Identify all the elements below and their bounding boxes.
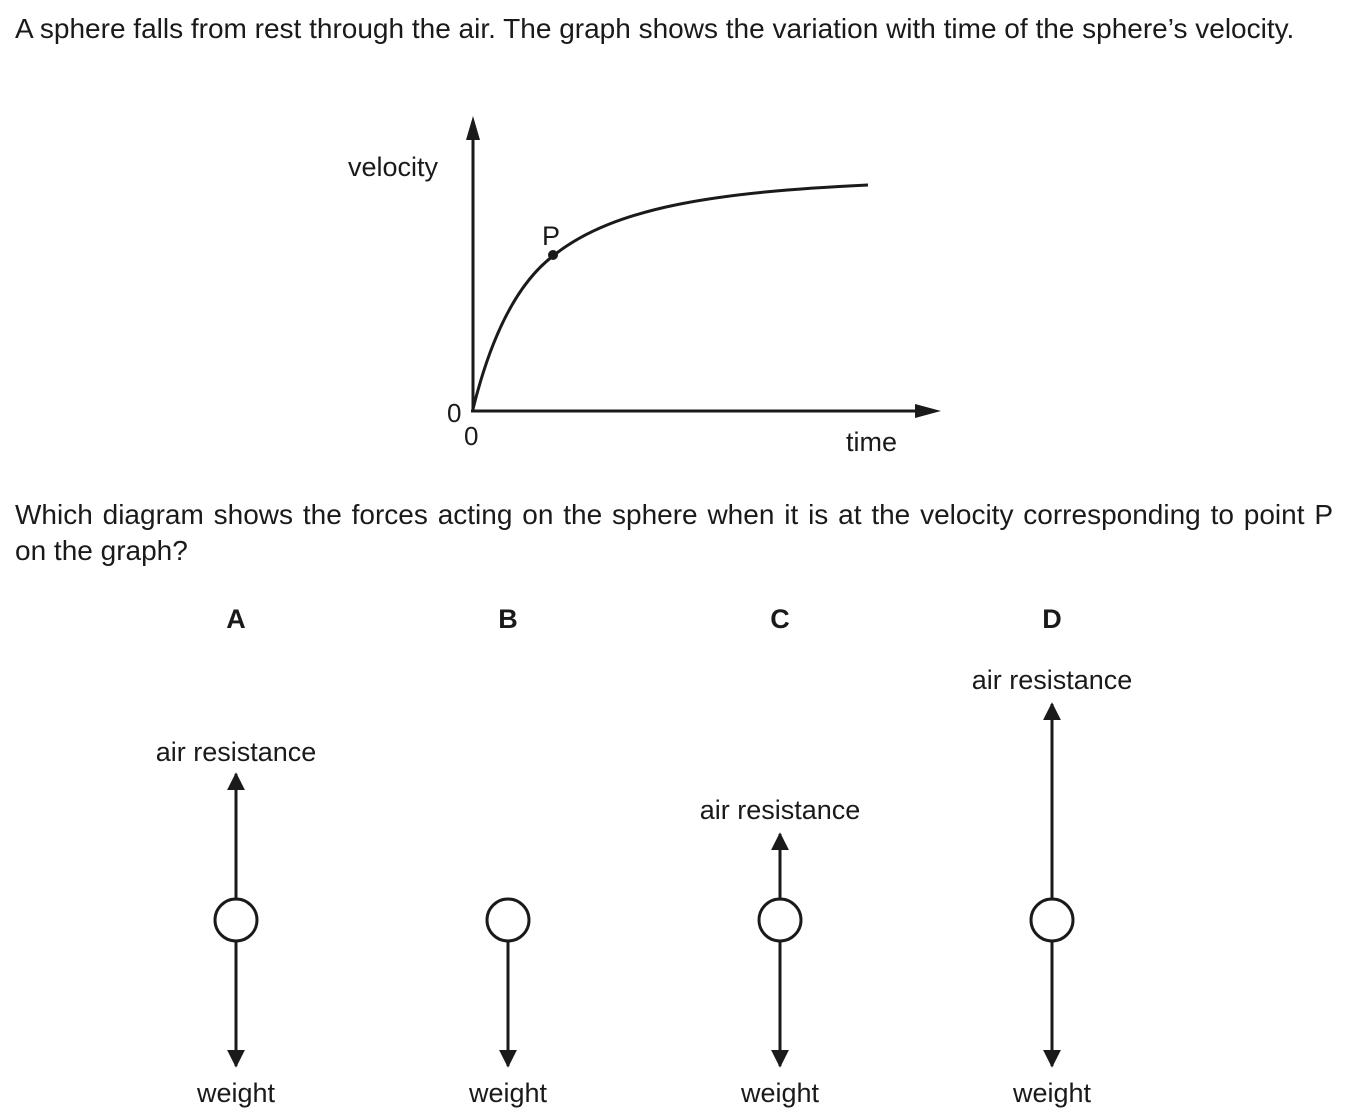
option-b[interactable]: B weight [468, 604, 548, 1108]
option-a[interactable]: A air resistance weight [156, 604, 317, 1108]
option-d-sphere [1029, 897, 1075, 943]
option-c-weight-label: weight [740, 1078, 820, 1108]
option-c-letter: C [770, 604, 790, 634]
option-b-sphere [485, 897, 531, 943]
question-text: Which diagram shows the forces acting on… [15, 499, 1333, 566]
origin-x-label: 0 [464, 421, 478, 451]
option-c-air-resistance-label: air resistance [700, 795, 861, 825]
point-p-dot [548, 250, 558, 260]
option-a-sphere [213, 897, 259, 943]
option-d-air-resistance-label: air resistance [972, 665, 1133, 695]
x-axis-label: time [846, 427, 897, 457]
y-axis-label: velocity [348, 152, 439, 182]
option-d-letter: D [1042, 604, 1062, 634]
x-axis-arrowhead [915, 404, 941, 418]
option-a-air-resistance-label: air resistance [156, 737, 317, 767]
origin-y-label: 0 [447, 398, 461, 428]
option-b-weight-label: weight [468, 1078, 548, 1108]
option-b-letter: B [498, 604, 518, 634]
option-a-letter: A [226, 604, 246, 634]
option-d-weight-label: weight [1012, 1078, 1092, 1108]
option-c[interactable]: C air resistance weight [700, 604, 861, 1108]
intro-text: A sphere falls from rest through the air… [15, 13, 1295, 44]
point-p-label: P [542, 221, 560, 251]
y-axis-arrowhead [466, 116, 480, 140]
option-a-weight-label: weight [196, 1078, 276, 1108]
velocity-time-graph: velocity time 0 0 P [348, 116, 941, 457]
velocity-curve [471, 183, 869, 410]
option-d[interactable]: D air resistance weight [972, 604, 1133, 1108]
option-c-sphere [757, 897, 803, 943]
